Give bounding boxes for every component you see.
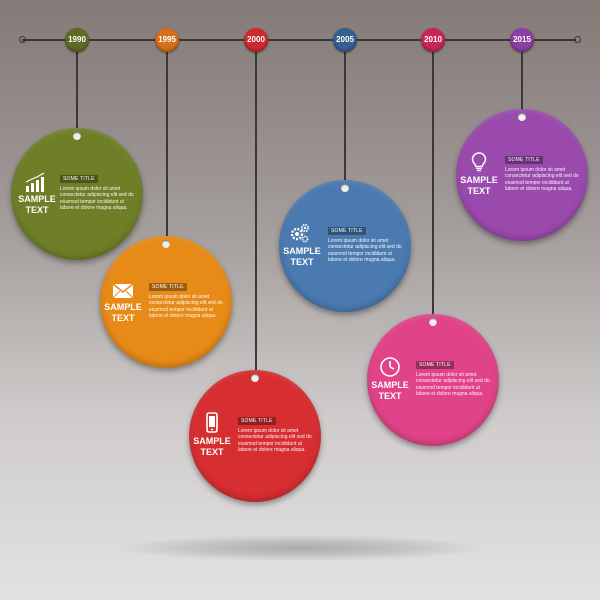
sample-text: SAMPLE TEXT xyxy=(283,246,321,267)
sample-text: SAMPLE TEXT xyxy=(460,175,498,196)
gears-icon xyxy=(289,222,311,244)
string-1995 xyxy=(166,52,168,240)
clock-icon xyxy=(379,356,401,378)
hanging-hole xyxy=(518,113,526,121)
card-body: Lorem ipsum dolor sit amet consectetur a… xyxy=(149,294,223,320)
year-dot-2005: 2005 xyxy=(333,28,357,52)
floor-shadow xyxy=(120,535,480,561)
sample-text: SAMPLE TEXT xyxy=(104,302,142,323)
card-body: Lorem ipsum dolor sit amet consectetur a… xyxy=(416,372,490,398)
year-dot-1995: 1995 xyxy=(155,28,179,52)
envelope-icon xyxy=(112,280,134,302)
card-title: SOME TITLE xyxy=(149,283,187,291)
smartphone-icon xyxy=(201,412,223,434)
milestone-card-2005: SAMPLE TEXT SOME TITLE Lorem ipsum dolor… xyxy=(279,180,411,312)
card-body: Lorem ipsum dolor sit amet consectetur a… xyxy=(328,238,402,264)
string-2010 xyxy=(432,52,434,320)
hanging-hole xyxy=(251,374,259,382)
lightbulb-icon xyxy=(468,151,490,173)
sample-text: SAMPLE TEXT xyxy=(18,194,56,215)
card-title: SOME TITLE xyxy=(60,175,98,183)
hanging-hole xyxy=(341,184,349,192)
year-dot-1990: 1990 xyxy=(65,28,89,52)
string-2005 xyxy=(344,52,346,186)
string-1990 xyxy=(76,52,78,132)
timeline-start-cap xyxy=(19,36,26,43)
bar-chart-icon xyxy=(24,172,46,194)
card-title: SOME TITLE xyxy=(505,156,543,164)
card-body: Lorem ipsum dolor sit amet consectetur a… xyxy=(238,428,312,454)
card-title: SOME TITLE xyxy=(238,417,276,425)
year-dot-2010: 2010 xyxy=(421,28,445,52)
sample-text: SAMPLE TEXT xyxy=(371,380,409,401)
milestone-card-1995: SAMPLE TEXT SOME TITLE Lorem ipsum dolor… xyxy=(100,236,232,368)
card-body: Lorem ipsum dolor sit amet consectetur a… xyxy=(505,167,579,193)
hanging-hole xyxy=(73,132,81,140)
string-2015 xyxy=(521,52,523,118)
milestone-card-2010: SAMPLE TEXT SOME TITLE Lorem ipsum dolor… xyxy=(367,314,499,446)
year-dot-2000: 2000 xyxy=(244,28,268,52)
milestone-card-2015: SAMPLE TEXT SOME TITLE Lorem ipsum dolor… xyxy=(456,109,588,241)
hanging-hole xyxy=(429,318,437,326)
year-dot-2015: 2015 xyxy=(510,28,534,52)
timeline-end-cap xyxy=(574,36,581,43)
card-title: SOME TITLE xyxy=(328,227,366,235)
sample-text: SAMPLE TEXT xyxy=(193,436,231,457)
timeline-line xyxy=(22,39,576,41)
hanging-hole xyxy=(162,240,170,248)
string-2000 xyxy=(255,52,257,374)
card-body: Lorem ipsum dolor sit amet consectetur a… xyxy=(60,186,134,212)
milestone-card-1990: SAMPLE TEXT SOME TITLE Lorem ipsum dolor… xyxy=(11,128,143,260)
milestone-card-2000: SAMPLE TEXT SOME TITLE Lorem ipsum dolor… xyxy=(189,370,321,502)
card-title: SOME TITLE xyxy=(416,361,454,369)
